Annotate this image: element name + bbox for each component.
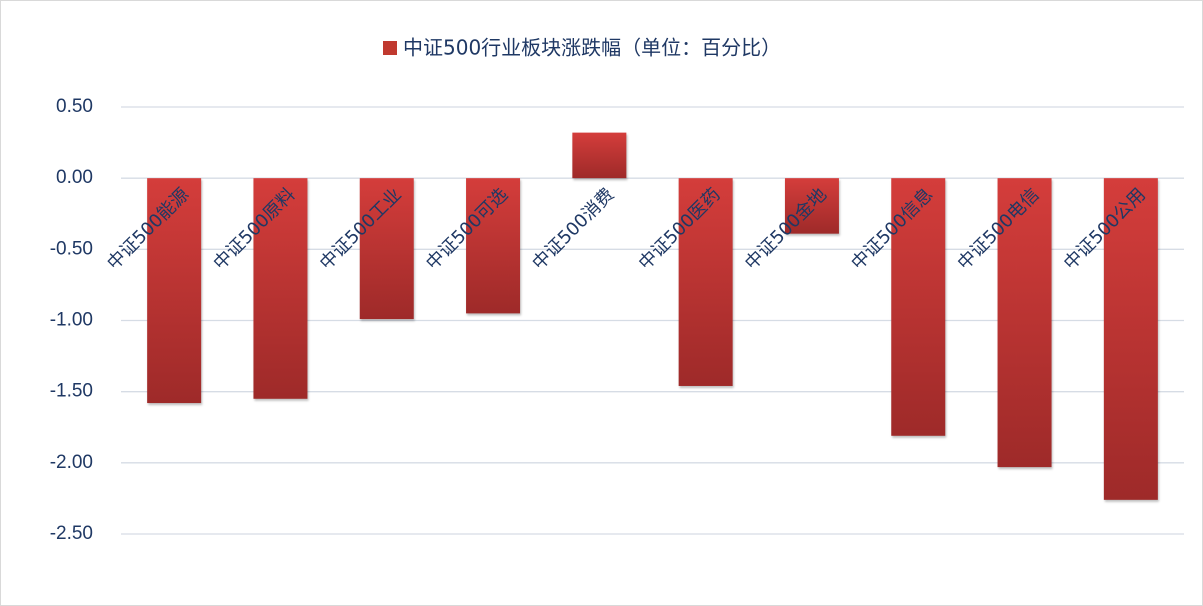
y-tick-label: -1.00 bbox=[50, 310, 93, 331]
bar bbox=[678, 178, 733, 386]
bar bbox=[253, 178, 308, 399]
y-tick-label: 0.50 bbox=[56, 96, 93, 117]
legend-label: 中证500行业板块涨跌幅（单位：百分比） bbox=[403, 36, 781, 60]
y-tick-label: 0.00 bbox=[56, 167, 93, 188]
bar bbox=[784, 178, 839, 234]
bars bbox=[147, 132, 1158, 500]
legend-swatch bbox=[383, 41, 397, 55]
bar bbox=[147, 178, 202, 404]
y-tick-label: -1.50 bbox=[50, 381, 93, 402]
y-tick-label: -2.50 bbox=[50, 523, 93, 544]
bar bbox=[466, 178, 521, 314]
y-tick-label: -0.50 bbox=[50, 238, 93, 259]
bar bbox=[997, 178, 1052, 468]
bar bbox=[891, 178, 946, 436]
y-tick-label: -2.00 bbox=[50, 452, 93, 473]
bar bbox=[572, 132, 627, 179]
bar bbox=[1103, 178, 1158, 500]
bar bbox=[359, 178, 414, 320]
